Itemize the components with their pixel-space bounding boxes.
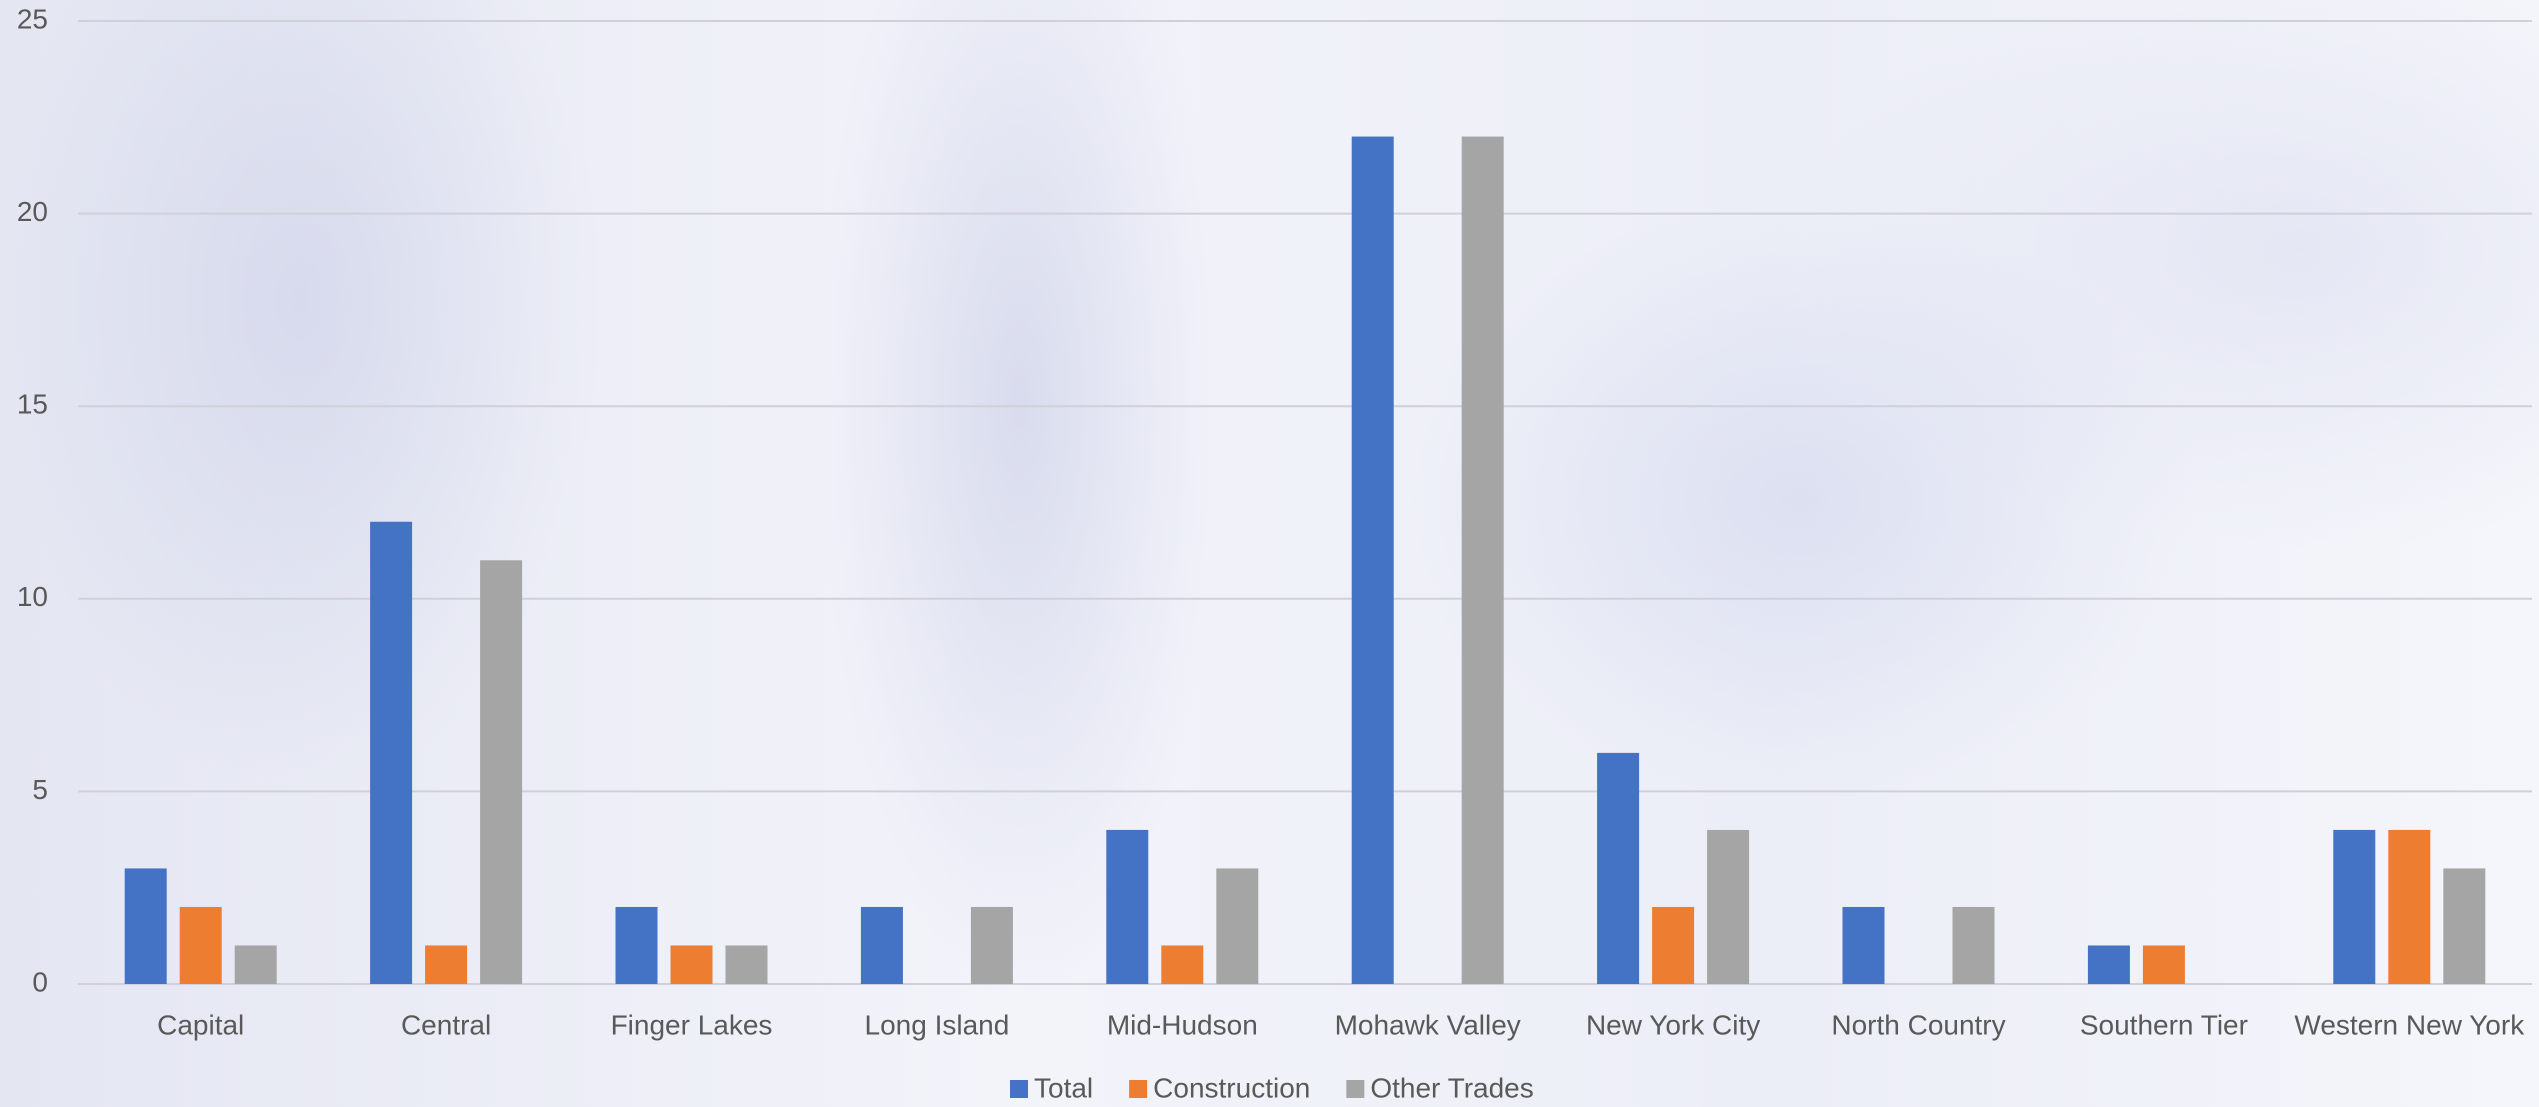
bar bbox=[860, 906, 903, 984]
legend-swatch bbox=[1129, 1080, 1148, 1098]
bar bbox=[615, 906, 658, 984]
legend-label: Other Trades bbox=[1370, 1072, 1533, 1103]
legend-label: Construction bbox=[1153, 1072, 1310, 1103]
legend-swatch bbox=[1010, 1080, 1028, 1098]
bar bbox=[1597, 752, 1640, 984]
bar bbox=[1216, 868, 1259, 984]
bar bbox=[425, 945, 468, 984]
bar bbox=[124, 868, 167, 984]
y-tick-label: 5 bbox=[32, 774, 48, 805]
bar bbox=[2388, 829, 2431, 984]
x-tick-label: New York City bbox=[1586, 1009, 1760, 1040]
bar bbox=[234, 945, 277, 984]
x-tick-label: Capital bbox=[157, 1009, 244, 1040]
x-tick-label: Western New York bbox=[2294, 1009, 2525, 1040]
bar bbox=[1652, 906, 1695, 984]
bar bbox=[2333, 829, 2376, 984]
bar bbox=[970, 906, 1013, 984]
x-tick-label: Southern Tier bbox=[2080, 1009, 2248, 1040]
legend-swatch bbox=[1346, 1080, 1365, 1098]
y-tick-label: 10 bbox=[17, 581, 48, 612]
bar bbox=[1842, 906, 1885, 984]
bar bbox=[725, 945, 768, 984]
x-tick-label: Long Island bbox=[865, 1009, 1010, 1040]
y-tick-label: 20 bbox=[17, 196, 48, 227]
x-tick-label: Central bbox=[401, 1009, 491, 1040]
x-tick-label: Mid-Hudson bbox=[1107, 1009, 1258, 1040]
bar bbox=[670, 945, 713, 984]
legend-label: Total bbox=[1034, 1072, 1093, 1103]
y-tick-label: 25 bbox=[17, 3, 48, 34]
bar bbox=[1461, 136, 1504, 984]
x-tick-label: Mohawk Valley bbox=[1335, 1009, 1521, 1040]
bar bbox=[179, 906, 222, 984]
y-tick-label: 0 bbox=[32, 966, 48, 997]
y-tick-label: 15 bbox=[17, 389, 48, 420]
bar bbox=[2443, 868, 2486, 984]
x-tick-label: Finger Lakes bbox=[611, 1009, 773, 1040]
bar bbox=[1161, 945, 1204, 984]
bar bbox=[1351, 136, 1394, 984]
bar bbox=[2087, 945, 2130, 984]
bar bbox=[370, 521, 413, 984]
x-tick-label: North Country bbox=[1831, 1009, 2005, 1040]
bar bbox=[1106, 829, 1149, 984]
bar bbox=[1952, 906, 1995, 984]
bar bbox=[480, 560, 523, 984]
bar bbox=[1707, 829, 1750, 984]
bar bbox=[2142, 945, 2185, 984]
